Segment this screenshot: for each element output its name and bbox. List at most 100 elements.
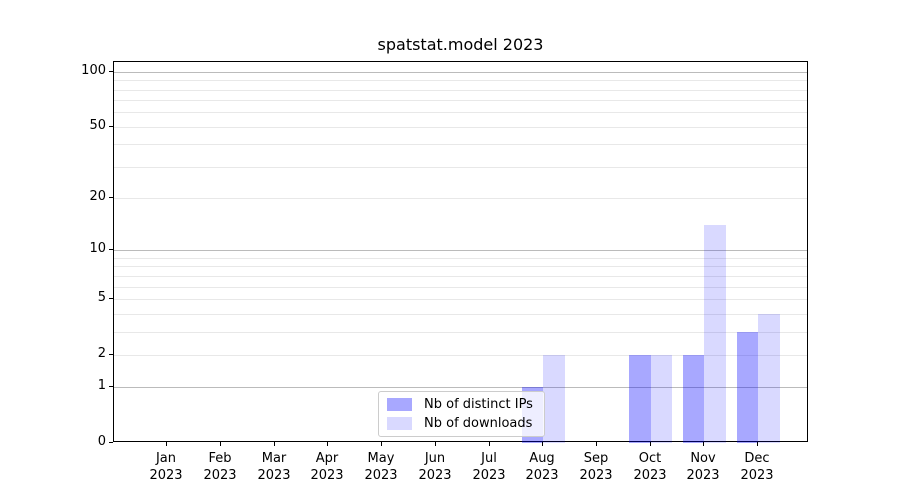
gridline-minor-3	[114, 332, 807, 333]
legend-swatch-downloads	[387, 416, 412, 430]
x-tick-label-may: May 2023	[351, 450, 411, 484]
x-tick-oct	[650, 442, 651, 446]
x-tick-aug	[542, 442, 543, 446]
y-tick-0	[109, 442, 113, 443]
x-tick-jun	[435, 442, 436, 446]
legend-label-downloads: Nb of downloads	[424, 415, 533, 431]
x-label-month: Dec	[744, 451, 770, 466]
x-tick-may	[381, 442, 382, 446]
x-tick-label-jun: Jun 2023	[405, 450, 465, 484]
x-label-year: 2023	[203, 468, 237, 483]
x-label-year: 2023	[364, 468, 398, 483]
x-label-year: 2023	[686, 468, 720, 483]
x-label-month: Oct	[638, 451, 662, 466]
gridline-minor-70	[114, 100, 807, 101]
legend-item-distinct-ips: Nb of distinct IPs	[387, 396, 536, 414]
y-tick-5	[109, 298, 113, 299]
gridline-minor-5	[114, 299, 807, 300]
gridline-minor-4	[114, 314, 807, 315]
x-label-month: Mar	[261, 451, 287, 466]
gridline-minor-9	[114, 258, 807, 259]
gridline-minor-40	[114, 144, 807, 145]
y-tick-50	[109, 126, 113, 127]
x-tick-jul	[489, 442, 490, 446]
x-tick-label-feb: Feb 2023	[190, 450, 250, 484]
gridline-minor-20	[114, 198, 807, 199]
bar-downloads-dec-2023	[758, 313, 780, 443]
bar-distinct-ips-nov-2023	[682, 354, 705, 443]
gridlines-layer	[114, 62, 807, 441]
y-tick-label-10: 10	[89, 241, 106, 256]
x-tick-label-mar: Mar 2023	[244, 450, 304, 484]
legend: Nb of distinct IPs Nb of downloads	[378, 391, 545, 437]
y-tick-label-5: 5	[97, 290, 106, 305]
x-label-month: Feb	[208, 451, 232, 466]
x-tick-sep	[596, 442, 597, 446]
y-tick-2	[109, 354, 113, 355]
x-tick-label-aug: Aug 2023	[512, 450, 572, 484]
x-label-month: Sep	[583, 451, 609, 466]
bars-layer	[114, 62, 807, 443]
x-label-month: Apr	[315, 451, 339, 466]
y-tick-20	[109, 197, 113, 198]
x-label-year: 2023	[149, 468, 183, 483]
plot-area	[113, 61, 808, 443]
y-tick-label-1: 1	[97, 378, 106, 393]
x-tick-label-sep: Sep 2023	[566, 450, 626, 484]
y-tick-label-50: 50	[89, 118, 106, 133]
x-label-month: Jun	[424, 451, 446, 466]
y-tick-100	[109, 71, 113, 72]
gridline-major-100	[114, 72, 807, 73]
gridline-minor-2	[114, 355, 807, 356]
x-tick-jan	[166, 442, 167, 446]
x-label-year: 2023	[579, 468, 613, 483]
gridline-major-1	[114, 387, 807, 388]
bar-distinct-ips-dec-2023	[736, 331, 759, 443]
y-tick-label-100: 100	[81, 63, 106, 78]
gridline-minor-90	[114, 80, 807, 81]
x-label-month: Jul	[481, 451, 497, 466]
legend-item-downloads: Nb of downloads	[387, 414, 536, 432]
x-label-year: 2023	[418, 468, 452, 483]
y-tick-label-2: 2	[97, 346, 106, 361]
x-tick-label-nov: Nov 2023	[673, 450, 733, 484]
gridline-minor-8	[114, 266, 807, 267]
y-tick-label-20: 20	[89, 189, 106, 204]
chart-title: spatstat.model 2023	[377, 35, 544, 54]
y-tick-label-0: 0	[97, 434, 106, 449]
x-label-month: Nov	[690, 451, 716, 466]
x-tick-label-jul: Jul 2023	[459, 450, 519, 484]
x-label-year: 2023	[633, 468, 667, 483]
x-label-month: Aug	[529, 451, 555, 466]
x-label-year: 2023	[525, 468, 559, 483]
gridline-minor-60	[114, 112, 807, 113]
gridline-major-10	[114, 250, 807, 251]
gridline-minor-6	[114, 287, 807, 288]
gridline-minor-50	[114, 127, 807, 128]
x-label-year: 2023	[740, 468, 774, 483]
y-tick-1	[109, 386, 113, 387]
x-label-month: Jan	[155, 451, 177, 466]
x-tick-label-oct: Oct 2023	[620, 450, 680, 484]
bar-distinct-ips-oct-2023	[629, 354, 651, 443]
x-label-year: 2023	[472, 468, 506, 483]
x-label-year: 2023	[310, 468, 344, 483]
bar-downloads-nov-2023	[704, 225, 726, 443]
x-tick-apr	[327, 442, 328, 446]
legend-swatch-distinct-ips	[387, 398, 412, 412]
x-tick-mar	[274, 442, 275, 446]
y-tick-10	[109, 249, 113, 250]
x-tick-label-jan: Jan 2023	[136, 450, 196, 484]
x-tick-label-apr: Apr 2023	[297, 450, 357, 484]
bar-downloads-oct-2023	[650, 354, 673, 443]
bar-downloads-aug-2023	[543, 354, 565, 443]
x-tick-dec	[757, 442, 758, 446]
gridline-minor-30	[114, 167, 807, 168]
gridline-minor-7	[114, 276, 807, 277]
x-tick-feb	[220, 442, 221, 446]
legend-label-distinct-ips: Nb of distinct IPs	[424, 397, 533, 413]
x-label-month: May	[367, 451, 395, 466]
gridline-minor-80	[114, 90, 807, 91]
x-label-year: 2023	[257, 468, 291, 483]
